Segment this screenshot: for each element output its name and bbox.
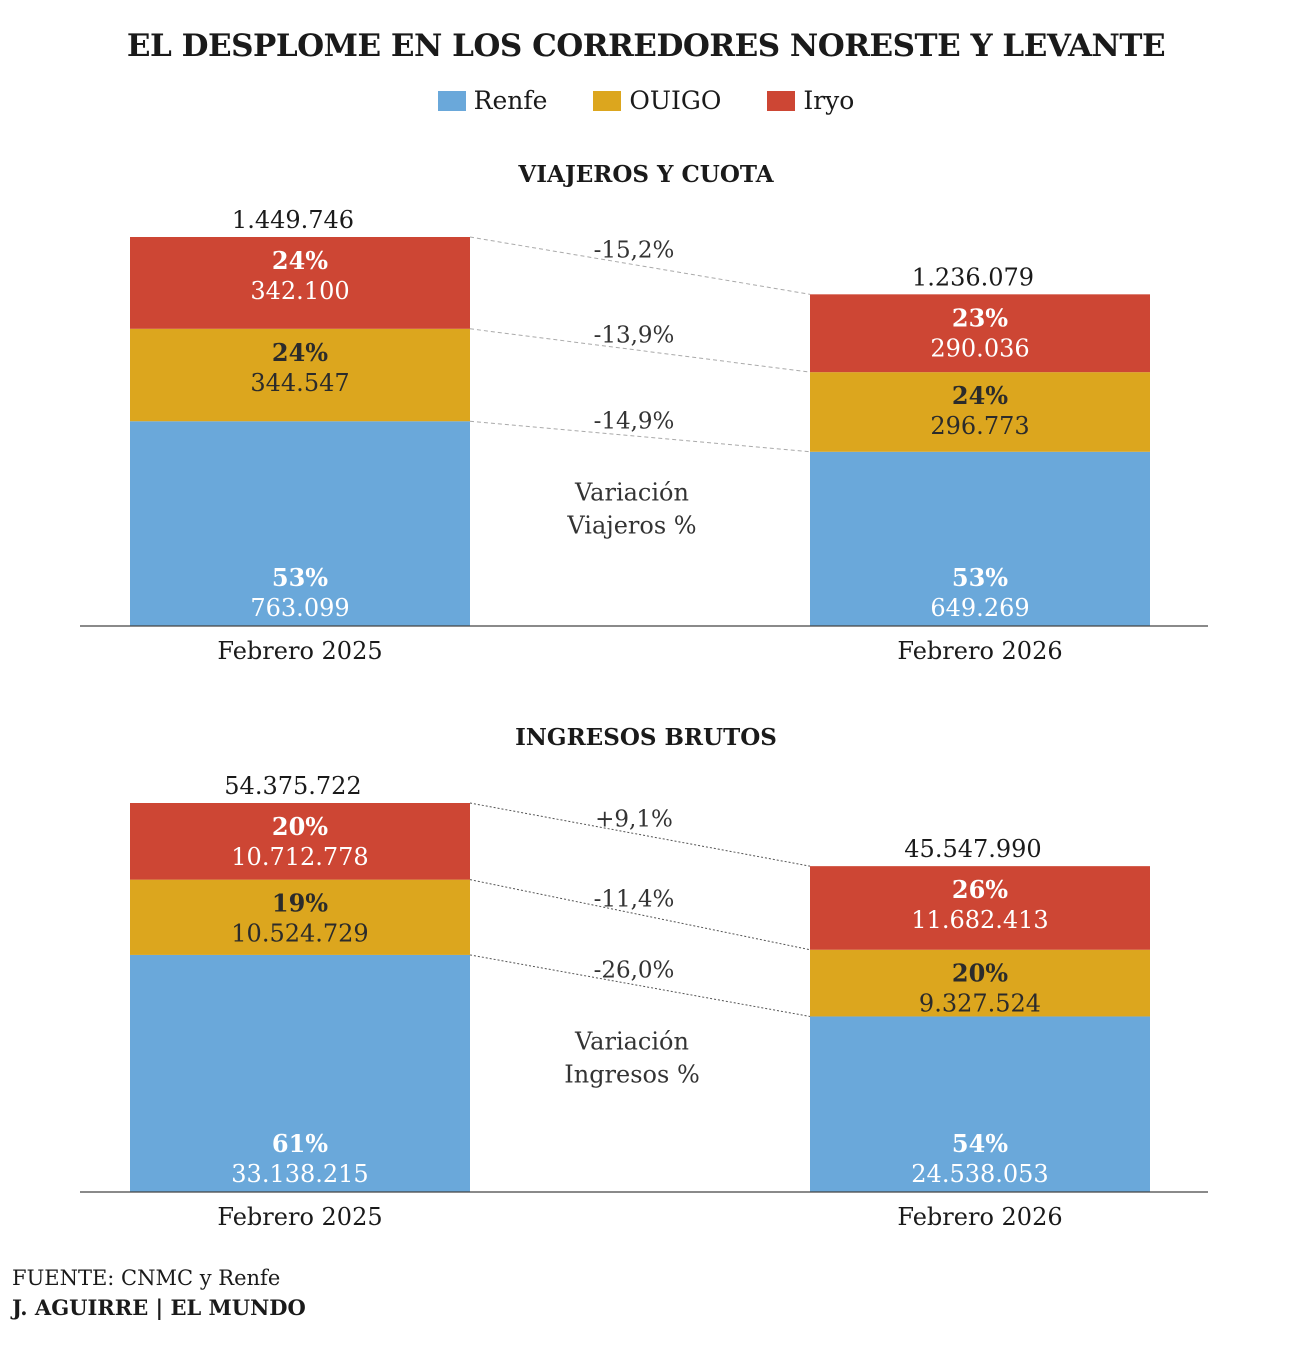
source-note: FUENTE: CNMC y Renfe [12,1266,281,1290]
bar-segment-iryo [810,294,1150,373]
variation-caption-line1: Variación [574,479,689,507]
legend-label-renfe: Renfe [473,86,548,115]
bar-segment-renfe [130,421,470,626]
segment-share-label: 20% [952,959,1008,988]
legend-swatch-renfe [437,90,466,111]
legend-label-iryo: Iryo [803,86,855,115]
legend-swatch-ouigo [593,90,622,111]
bar-segment-iryo [130,237,470,329]
page-title: EL DESPLOME EN LOS CORREDORES NORESTE Y … [126,28,1166,64]
panel-title: VIAJEROS Y CUOTA [517,161,774,188]
bar-total-label: 1.236.079 [912,263,1034,291]
bar-segment-ouigo [130,328,470,422]
bar-segment-renfe [130,954,470,1192]
category-label: Febrero 2025 [217,1203,382,1231]
segment-value-label: 9.327.524 [919,990,1041,1018]
bar-segment-iryo [130,803,470,880]
segment-value-label: 33.138.215 [231,1160,368,1188]
segment-share-label: 20% [272,812,328,841]
segment-value-label: 10.712.778 [231,843,368,871]
credit-note: J. AGUIRRE | EL MUNDO [12,1295,306,1320]
segment-share-label: 61% [272,1129,328,1158]
segment-share-label: 53% [952,563,1008,592]
segment-share-label: 26% [952,875,1008,904]
segment-share-label: 53% [272,563,328,592]
legend-item-renfe: Renfe [437,86,548,115]
bar-segment-ouigo [810,372,1150,452]
connector-line [469,420,811,453]
segment-share-label: 54% [952,1129,1008,1158]
bar-segment-ouigo [130,879,470,955]
variation-caption-line2: Ingresos % [564,1061,700,1089]
bar-segment-ouigo [810,949,1150,1017]
variation-label: -11,4% [594,887,675,913]
segment-value-label: 290.036 [930,334,1029,362]
connector-line [469,879,811,951]
bar-segment-renfe [810,1016,1150,1192]
variation-caption-line1: Variación [574,1028,689,1056]
legend-item-ouigo: OUIGO [593,86,721,115]
variation-caption-line2: Viajeros % [566,512,696,540]
bar-segment-renfe [810,451,1150,626]
segment-share-label: 19% [272,889,328,918]
legend-swatch-iryo [767,90,796,111]
variation-label: -14,9% [594,409,675,435]
connector-line [469,328,811,373]
segment-value-label: 24.538.053 [911,1160,1048,1188]
connector-line [469,954,811,1017]
variation-label: -26,0% [594,958,675,984]
stacked-bar-charts: VIAJEROS Y CUOTA53%763.09924%344.54724%3… [80,161,1208,1231]
segment-value-label: 344.547 [250,369,349,397]
segment-value-label: 296.773 [930,412,1029,440]
segment-value-label: 763.099 [250,594,349,622]
variation-label: -15,2% [594,238,675,264]
bar-total-label: 1.449.746 [232,206,354,234]
variation-label: +9,1% [595,807,673,833]
segment-share-label: 24% [272,338,328,367]
segment-share-label: 24% [272,246,328,275]
category-label: Febrero 2026 [897,637,1062,665]
segment-value-label: 342.100 [250,277,349,305]
legend-item-iryo: Iryo [767,86,854,115]
connector-line [469,802,811,867]
segment-value-label: 649.269 [930,594,1029,622]
category-label: Febrero 2026 [897,1203,1062,1231]
segment-value-label: 11.682.413 [911,906,1048,934]
segment-share-label: 23% [952,303,1008,332]
connector-line [469,236,811,295]
variation-label: -13,9% [594,322,675,348]
bar-total-label: 54.375.722 [224,772,361,800]
category-label: Febrero 2025 [217,637,382,665]
segment-share-label: 24% [952,381,1008,410]
segment-value-label: 10.524.729 [231,920,368,948]
bar-segment-iryo [810,866,1150,950]
panel-title: INGRESOS BRUTOS [515,724,777,751]
bar-total-label: 45.547.990 [904,835,1041,863]
legend-label-ouigo: OUIGO [629,86,722,115]
legend: Renfe OUIGO Iryo [0,86,1292,115]
